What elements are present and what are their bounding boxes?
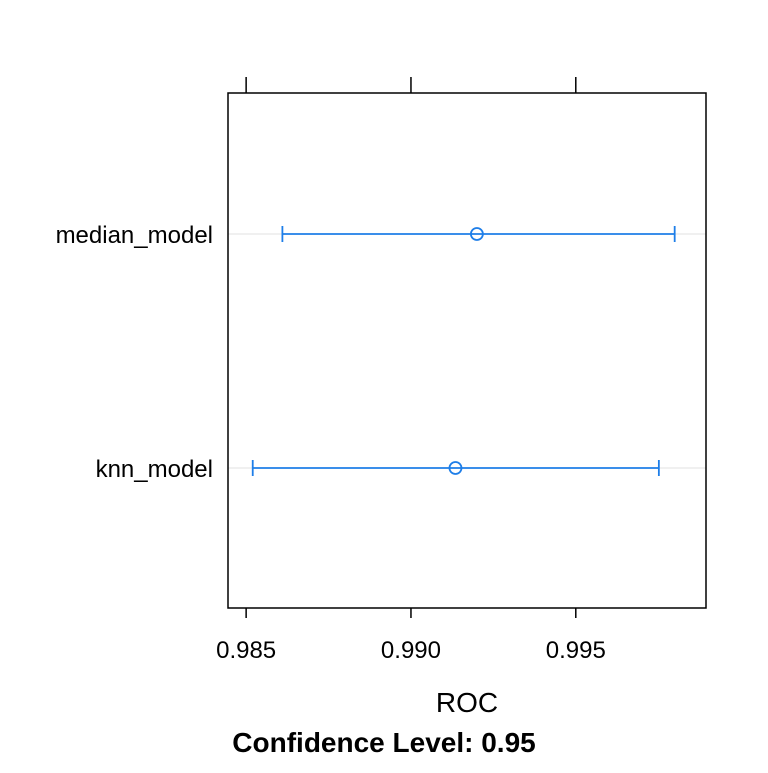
point-estimate-median_model (469, 227, 484, 241)
y-tick-label-median_model: median_model (56, 222, 213, 249)
y-tick-label-knn_model: knn_model (96, 456, 213, 483)
grid-layer (228, 233, 706, 469)
chart-caption: Confidence Level: 0.95 (232, 727, 535, 758)
x-tick-label-1: 0.990 (381, 637, 441, 664)
x-tick-label-2: 0.995 (546, 637, 606, 664)
point-estimate-knn_model (448, 461, 463, 475)
x-axis-title: ROC (436, 687, 498, 718)
axis-layer: median_model knn_model 0.985 0.990 0.995 (56, 77, 606, 664)
plot-frame (227, 92, 707, 609)
x-tick-label-0: 0.985 (216, 637, 276, 664)
marks-layer (251, 226, 676, 476)
